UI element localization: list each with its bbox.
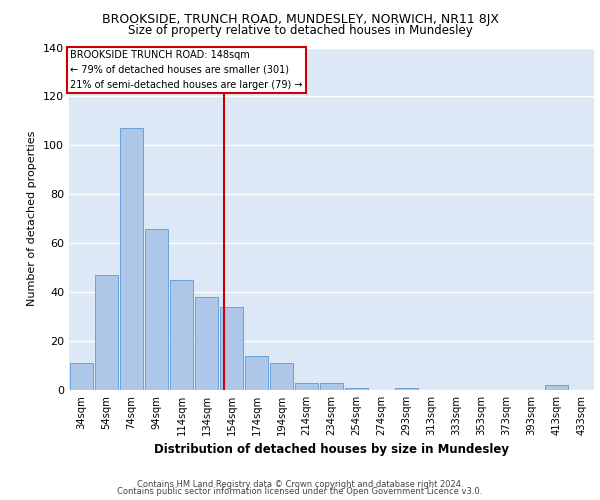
Bar [395,388,418,390]
Bar [545,385,568,390]
Bar [345,388,368,390]
Bar [295,382,318,390]
Text: Contains HM Land Registry data © Crown copyright and database right 2024.: Contains HM Land Registry data © Crown c… [137,480,463,489]
Y-axis label: Number of detached properties: Number of detached properties [28,131,37,306]
Text: Size of property relative to detached houses in Mundesley: Size of property relative to detached ho… [128,24,472,37]
Bar [245,356,268,390]
Bar [195,297,218,390]
Bar [170,280,193,390]
Bar [95,275,118,390]
Bar [145,228,168,390]
Bar [320,382,343,390]
Bar [70,363,93,390]
Bar [220,307,243,390]
Text: Contains public sector information licensed under the Open Government Licence v3: Contains public sector information licen… [118,488,482,496]
X-axis label: Distribution of detached houses by size in Mundesley: Distribution of detached houses by size … [154,444,509,456]
Text: BROOKSIDE, TRUNCH ROAD, MUNDESLEY, NORWICH, NR11 8JX: BROOKSIDE, TRUNCH ROAD, MUNDESLEY, NORWI… [101,12,499,26]
Bar [120,128,143,390]
Text: BROOKSIDE TRUNCH ROAD: 148sqm
← 79% of detached houses are smaller (301)
21% of : BROOKSIDE TRUNCH ROAD: 148sqm ← 79% of d… [70,50,303,90]
Bar [270,363,293,390]
